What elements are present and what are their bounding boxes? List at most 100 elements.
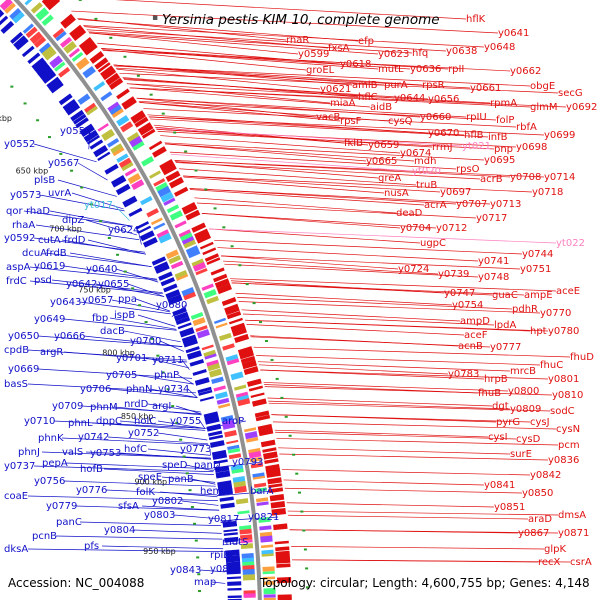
minus-cog-block bbox=[240, 539, 253, 544]
plus-strand-gene bbox=[263, 451, 278, 460]
plus-strand-gene bbox=[123, 99, 137, 110]
plus-strand-gene bbox=[262, 447, 277, 453]
minus-strand-gene bbox=[128, 207, 143, 217]
plus-strand-gene bbox=[251, 398, 267, 407]
gene-label: cpdB bbox=[4, 345, 29, 356]
minus-cog-block bbox=[235, 498, 249, 505]
plus-cog-block bbox=[100, 91, 113, 102]
gene-label: y0737 bbox=[4, 461, 35, 472]
minus-strand-gene bbox=[227, 581, 242, 586]
tick-label: 650 kbp bbox=[16, 166, 49, 175]
guide-dot bbox=[138, 304, 142, 307]
leader-line bbox=[27, 349, 187, 361]
gene-label: frdC bbox=[6, 276, 27, 287]
leader-line bbox=[183, 175, 441, 193]
leader-line bbox=[230, 278, 557, 292]
gene-label: aceF bbox=[464, 330, 488, 341]
plus-strand-gene bbox=[152, 146, 167, 158]
gene-label: y0708 bbox=[510, 172, 541, 183]
plus-strand-gene bbox=[191, 222, 207, 233]
leader-line bbox=[123, 330, 181, 343]
plus-cog-block bbox=[253, 482, 267, 488]
gene-label: y0650 bbox=[8, 331, 39, 342]
plus-strand-gene bbox=[274, 540, 289, 545]
gene-label: y0751 bbox=[520, 264, 551, 275]
leader-line bbox=[257, 361, 511, 372]
leader-line bbox=[275, 431, 517, 440]
gene-label: y0809 bbox=[510, 404, 541, 415]
minus-strand-gene bbox=[213, 459, 228, 465]
gene-label: purA bbox=[384, 80, 408, 91]
leader-line bbox=[150, 118, 489, 138]
plus-strand-gene bbox=[273, 523, 288, 531]
leader-line bbox=[29, 280, 163, 295]
gene-label: pcm bbox=[558, 440, 580, 451]
guide-dot bbox=[305, 567, 309, 570]
guide-dot bbox=[196, 556, 200, 559]
minus-cog-block bbox=[239, 525, 252, 531]
leader-line bbox=[29, 266, 158, 281]
gene-label: y0666 bbox=[54, 331, 85, 342]
leader-line bbox=[137, 314, 176, 327]
gene-label: y0739 bbox=[438, 269, 469, 280]
gene-label: y0756 bbox=[34, 476, 65, 487]
leader-line bbox=[113, 64, 423, 86]
gene-label: hemL bbox=[200, 486, 228, 497]
guide-dot bbox=[302, 529, 306, 532]
minus-cog-block bbox=[176, 274, 189, 281]
gene-label: lpdA bbox=[494, 320, 516, 331]
minus-cog-block bbox=[217, 403, 231, 409]
gene-label: folP bbox=[496, 115, 514, 126]
leader-line bbox=[199, 569, 225, 573]
plus-strand-gene bbox=[199, 241, 214, 250]
leader-line bbox=[199, 420, 206, 429]
leader-line bbox=[119, 452, 212, 460]
minus-cog-block bbox=[195, 325, 208, 333]
leader-line bbox=[61, 239, 147, 255]
plus-strand-gene bbox=[276, 558, 291, 564]
minus-cog-block bbox=[124, 167, 137, 177]
leader-line bbox=[217, 247, 479, 262]
plus-cog-block bbox=[163, 197, 176, 206]
plus-strand-gene bbox=[116, 88, 130, 100]
minus-cog-block bbox=[58, 66, 71, 78]
plus-strand-gene bbox=[277, 597, 292, 600]
gene-label: y0800 bbox=[508, 386, 539, 397]
tick-marks: 600 kbp 650 kbp 700 kbp 750 kbp 800 kbp 850 k… bbox=[0, 114, 176, 556]
minus-cog-block bbox=[9, 8, 22, 20]
leader-line bbox=[138, 100, 497, 121]
minus-cog-block bbox=[165, 249, 179, 260]
gene-label: aidB bbox=[370, 102, 392, 113]
minus-cog-block bbox=[190, 312, 204, 320]
plus-strand-gene bbox=[174, 186, 189, 197]
leader-line bbox=[95, 283, 165, 297]
minus-cog-block bbox=[226, 439, 239, 445]
plus-strand-gene bbox=[265, 467, 281, 474]
accession-text: Accession: NC_004088 bbox=[8, 576, 144, 590]
plus-strand-gene bbox=[81, 40, 97, 54]
guide-dot bbox=[204, 188, 208, 191]
leader-line bbox=[189, 188, 491, 205]
gene-label: y0744 bbox=[522, 249, 553, 260]
minus-cog-block bbox=[158, 232, 172, 244]
guide-dot bbox=[10, 85, 14, 88]
plus-cog-block bbox=[166, 204, 180, 214]
plus-strand-gene bbox=[231, 327, 247, 337]
leader-line bbox=[157, 131, 495, 150]
gene-label: hfq bbox=[412, 48, 428, 59]
gene-label: y0670 bbox=[428, 128, 459, 139]
plus-strand-gene bbox=[141, 128, 156, 139]
plus-cog-block bbox=[206, 295, 219, 305]
minus-cog-block bbox=[208, 368, 223, 378]
guide-dot bbox=[295, 472, 299, 475]
minus-strand-gene bbox=[209, 440, 225, 448]
plus-cog-block bbox=[261, 553, 274, 557]
leader-line bbox=[101, 48, 449, 70]
gene-label: rpsR bbox=[422, 80, 445, 91]
gene-label: mrcB bbox=[510, 366, 536, 377]
plus-cog-block bbox=[203, 289, 217, 299]
minus-strand-gene bbox=[207, 430, 223, 437]
gene-label: glpK bbox=[544, 544, 566, 555]
leader-line bbox=[109, 388, 198, 398]
leader-line bbox=[33, 143, 97, 163]
